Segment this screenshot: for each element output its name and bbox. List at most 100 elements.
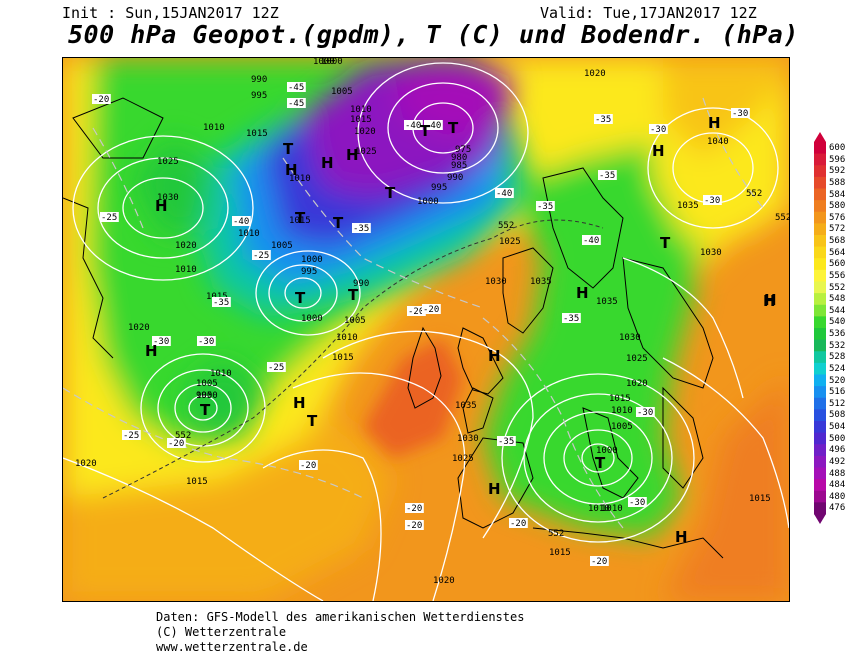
high-pressure-center: H [708, 114, 721, 132]
temperature-label: -30 [704, 196, 720, 206]
temperature-label-bg [100, 212, 119, 222]
valid-time: Valid: Tue,17JAN2017 12Z [540, 4, 757, 22]
legend-label: 564 [829, 247, 846, 258]
temperature-label-bg [703, 195, 722, 205]
isotherms [63, 97, 764, 529]
legend-swatch [814, 211, 826, 224]
pressure-label: 1025 [452, 454, 474, 464]
pressure-label: 980 [451, 153, 467, 163]
temperature-label: -40 [496, 189, 512, 199]
legend-label: 496 [829, 445, 846, 456]
pressure-label: 1035 [596, 297, 618, 307]
high-pressure-center: H [488, 480, 501, 498]
temperature-label: -40 [405, 121, 421, 131]
pressure-label: 1010 [203, 123, 225, 133]
pressure-label: 1025 [499, 237, 521, 247]
high-pressure-center: H [764, 291, 777, 309]
pressure-label: 995 [301, 267, 317, 277]
legend-label: 536 [829, 329, 846, 339]
temperature-label: -35 [563, 314, 579, 324]
temperature-label: -20 [93, 95, 109, 105]
pressure-label: 1015 [186, 477, 208, 487]
pressure-label: 1025 [626, 354, 648, 364]
legend-swatch [814, 153, 826, 166]
temperature-label-bg [152, 336, 171, 346]
temperature-label: -20 [408, 307, 424, 317]
temperature-label: -35 [498, 437, 514, 447]
temperature-label: -20 [300, 461, 316, 471]
legend-swatch [814, 142, 826, 155]
pressure-label: 1015 [609, 394, 631, 404]
temperature-label-bg [232, 216, 251, 226]
temperature-label-bg [267, 362, 286, 372]
temperature-label: -25 [101, 213, 117, 223]
pressure-label: 1020 [175, 241, 197, 251]
temperature-label-bg [424, 120, 443, 130]
legend-label: 488 [829, 468, 846, 479]
temperature-label: -35 [213, 298, 229, 308]
legend-swatch [814, 328, 826, 341]
pressure-label: 1010 [611, 406, 633, 416]
pressure-label: 1015 [289, 216, 311, 226]
temperature-label: -35 [599, 171, 615, 181]
coastlines [63, 97, 724, 559]
temperature-label: -20 [591, 557, 607, 567]
low-pressure-center: T [660, 234, 671, 252]
pressure-label: 1015 [246, 129, 268, 139]
legend-swatch [814, 386, 826, 399]
legend-swatch [814, 304, 826, 317]
low-pressure-center: T [200, 401, 211, 419]
temperature-label-bg [497, 436, 516, 446]
legend-swatch [814, 467, 826, 480]
init-time: Init : Sun,15JAN2017 12Z [62, 4, 279, 22]
temperature-label-bg [197, 336, 216, 346]
pressure-label: 1020 [626, 379, 648, 389]
legend-swatch [814, 397, 826, 410]
pressure-label: 1005 [611, 422, 633, 432]
temperature-label: -35 [595, 115, 611, 125]
legend-swatch [814, 362, 826, 375]
temperature-label-bg [731, 108, 750, 118]
website-link[interactable]: www.wetterzentrale.de [156, 640, 308, 654]
legend-label: 492 [829, 456, 846, 467]
legend-label: 552 [829, 282, 846, 293]
legend-label: 596 [829, 154, 846, 165]
legend-swatch [814, 293, 826, 306]
legend-label: 504 [829, 422, 846, 432]
temperature-label-bg [598, 170, 617, 180]
pressure-labels: 990 995 1000 1005 1010 1015 1020 1025 1030 1020 10… [75, 58, 789, 586]
legend-arrow-up [814, 132, 826, 142]
temperature-label: -20 [168, 439, 184, 449]
pressure-label: 1010 [175, 265, 197, 275]
temperature-label: -35 [353, 224, 369, 234]
pressure-label: 552 [746, 189, 762, 199]
legend-label: 560 [829, 259, 846, 270]
temperature-label-bg [628, 497, 647, 507]
pressure-label: 1030 [619, 333, 641, 343]
pressure-label: 552 [548, 529, 564, 539]
legend-label: 580 [829, 201, 846, 212]
pressure-label: 1015 [749, 494, 771, 504]
low-pressure-center: T [348, 286, 359, 304]
temperature-label: -25 [123, 431, 139, 441]
high-pressure-center: H [675, 528, 688, 546]
temperature-label: -25 [268, 363, 284, 373]
pressure-label: 995 [251, 91, 267, 101]
legend-swatch [814, 246, 826, 259]
legend-label: 568 [829, 236, 846, 246]
legend-label: 548 [829, 294, 846, 305]
pressure-label: 1020 [584, 69, 606, 79]
legend-swatch [814, 316, 826, 329]
temperature-label-bg [509, 518, 528, 528]
legend-label: 532 [829, 340, 846, 351]
temperature-label: -30 [629, 498, 645, 508]
map-title: 500 hPa Geopot.(gpdm), T (C) und Bodendr… [68, 20, 799, 49]
legend-label: 524 [829, 363, 846, 374]
weather-map: 990 995 1000 1005 1010 1015 1020 1025 1030 1020 10… [62, 57, 790, 602]
pressure-label: 990 [251, 75, 267, 85]
temperature-label-bg [649, 124, 668, 134]
temperature-label-bg [590, 556, 609, 566]
legend-swatch [814, 165, 826, 178]
legend-swatch [814, 281, 826, 294]
pressure-label: 1000 [596, 446, 618, 456]
